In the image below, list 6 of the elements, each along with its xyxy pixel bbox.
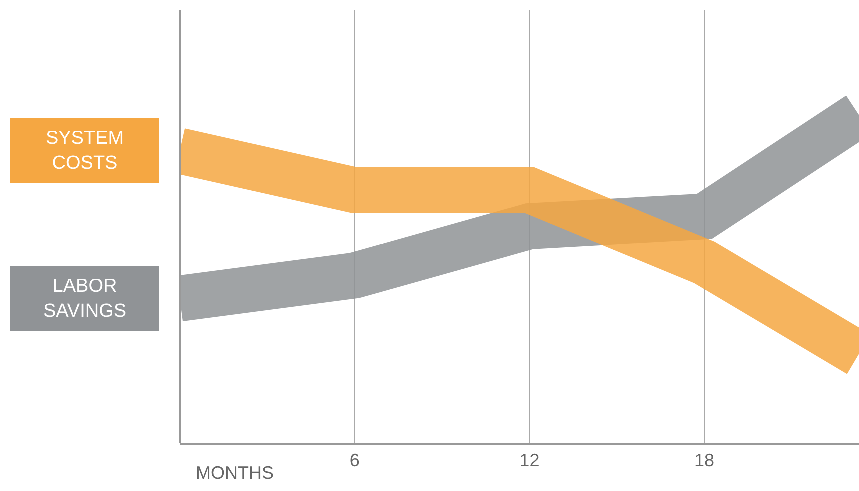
- text: LABOR SAVINGS: [43, 276, 127, 322]
- text: SYSTEM COSTS: [46, 128, 124, 174]
- x-axis-title: MONTHS: [196, 463, 274, 483]
- x-tick-label: 12: [520, 450, 540, 471]
- x-tick-label: 6: [350, 450, 360, 471]
- x-tick-label: 18: [694, 450, 715, 471]
